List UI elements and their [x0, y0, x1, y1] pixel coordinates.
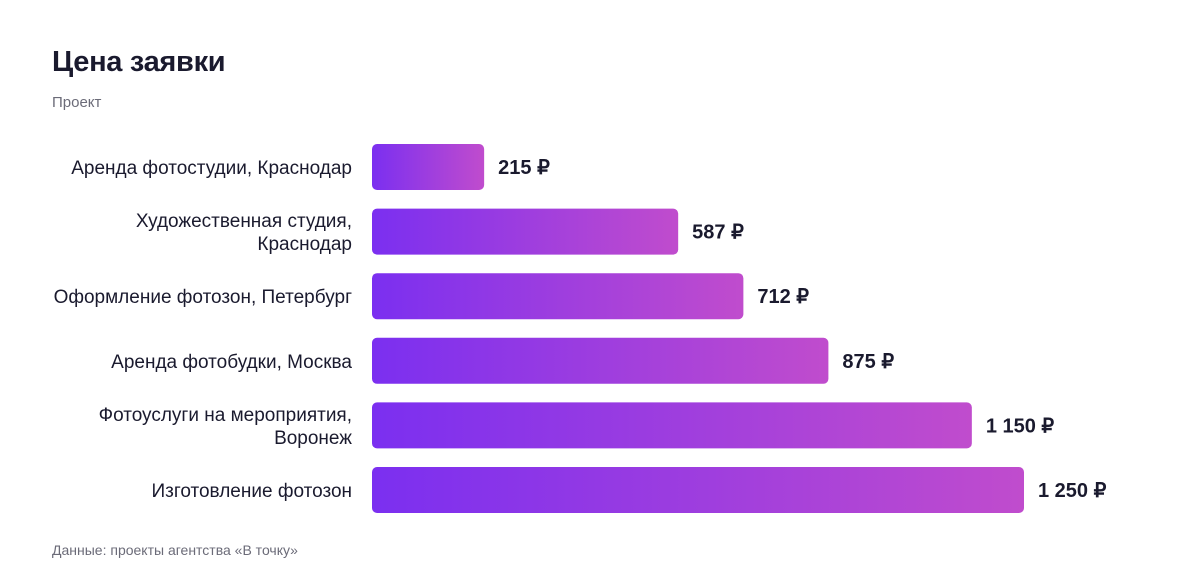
- chart-title: Цена заявки: [52, 46, 226, 78]
- value-label-2: 712 ₽: [757, 286, 809, 308]
- category-label-line: Оформление фотозон, Петербург: [54, 287, 352, 308]
- bar-1: [372, 208, 679, 255]
- value-label-5: 1 250 ₽: [1038, 480, 1107, 502]
- category-label-0: Аренда фотостудии, Краснодар: [71, 158, 352, 179]
- category-label-4: Фотоуслуги на мероприятия, Воронеж: [99, 405, 353, 449]
- bar-4: [372, 402, 972, 449]
- bars-group: 215 ₽ Аренда фотостудии, Краснодар 587 ₽ Ху…: [54, 144, 1107, 513]
- category-label-5: Изготовление фотозон: [151, 481, 352, 502]
- category-label-3: Аренда фотобудки, Москва: [111, 352, 352, 373]
- value-label-3: 875 ₽: [842, 351, 894, 373]
- category-label-line: Художественная студия,: [136, 211, 352, 232]
- value-label-4: 1 150 ₽: [986, 415, 1055, 437]
- category-label-line: Воронеж: [274, 428, 352, 449]
- bar-0: [372, 144, 485, 190]
- bar-2: [372, 273, 744, 320]
- category-label-line: Фотоуслуги на мероприятия,: [99, 405, 352, 426]
- category-label-line: Аренда фотостудии, Краснодар: [71, 158, 352, 179]
- category-label-line: Аренда фотобудки, Москва: [111, 352, 352, 373]
- data-source-note: Данные: проекты агентства «В точку»: [52, 542, 298, 558]
- value-label-1: 587 ₽: [692, 222, 744, 244]
- chart-subtitle: Проект: [52, 94, 102, 111]
- category-label-line: Краснодар: [257, 234, 352, 255]
- category-label-2: Оформление фотозон, Петербург: [54, 287, 352, 308]
- category-label-line: Изготовление фотозон: [151, 481, 352, 502]
- value-label-0: 215 ₽: [498, 157, 550, 179]
- bar-3: [372, 337, 829, 384]
- bar-5: [372, 467, 1024, 513]
- category-label-1: Художественная студия, Краснодар: [136, 211, 352, 255]
